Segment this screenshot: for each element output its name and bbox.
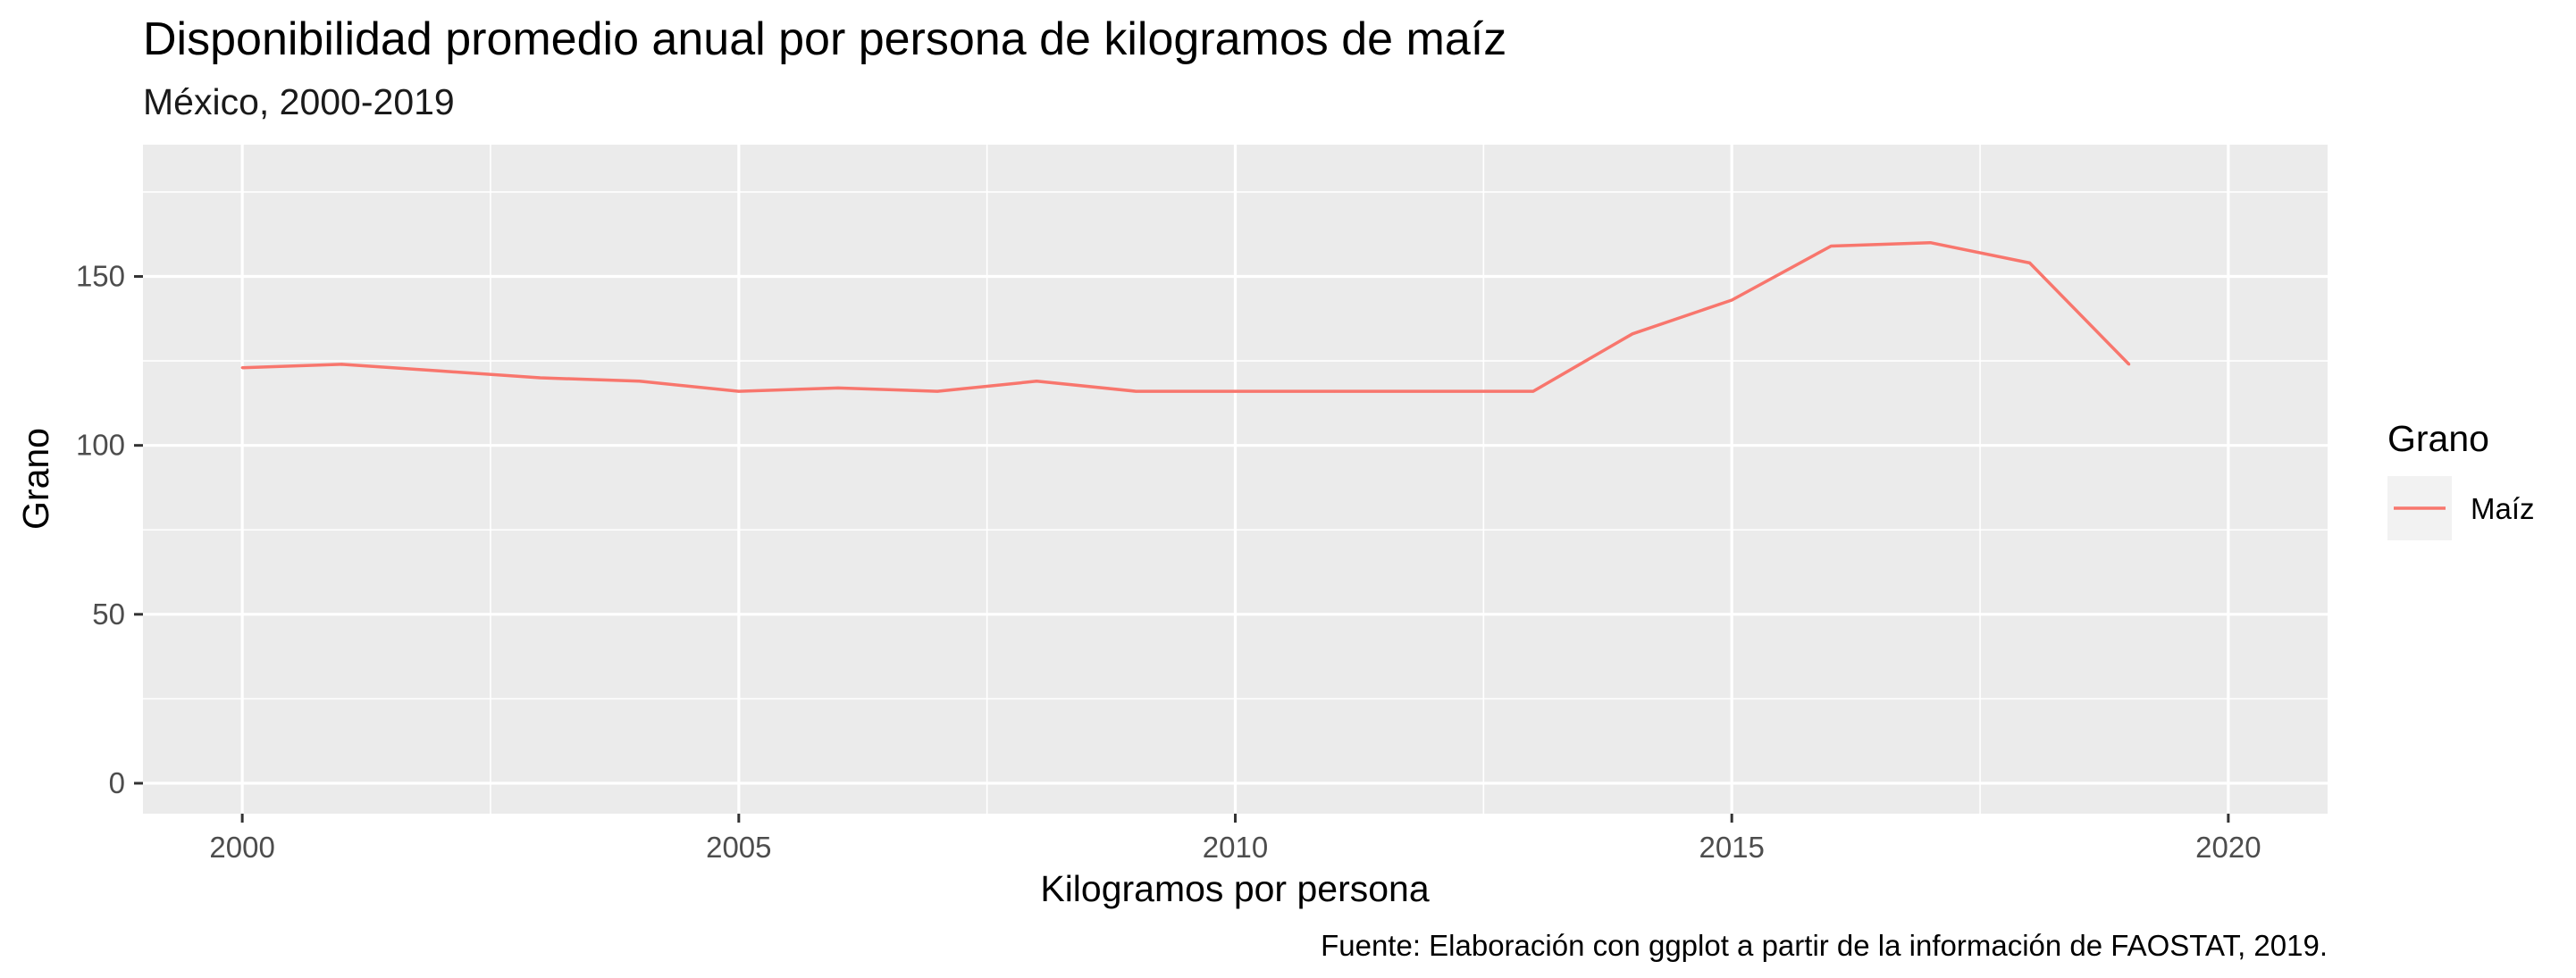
series-layer bbox=[240, 240, 2131, 393]
data-point bbox=[1829, 244, 1833, 247]
data-point bbox=[936, 389, 939, 393]
legend-title: Grano bbox=[2387, 418, 2489, 459]
x-tick-label: 2010 bbox=[1203, 831, 1268, 864]
legend: Grano Maíz bbox=[2387, 418, 2535, 540]
x-axis: 2000 2005 2010 2015 2020 bbox=[209, 814, 2261, 864]
data-point bbox=[1333, 389, 1337, 393]
data-point bbox=[1134, 389, 1137, 393]
x-tick-label: 2015 bbox=[1699, 831, 1764, 864]
series-line-maiz bbox=[242, 240, 2130, 393]
data-point bbox=[2127, 363, 2131, 366]
data-point bbox=[1531, 389, 1535, 393]
y-axis: 0 50 100 150 bbox=[76, 260, 143, 799]
data-point bbox=[1730, 298, 1733, 302]
data-point bbox=[2028, 261, 2032, 264]
grid-major bbox=[143, 145, 2328, 814]
chart-subtitle: México, 2000-2019 bbox=[143, 81, 455, 122]
y-tick-label: 150 bbox=[76, 260, 125, 293]
y-axis-title: Grano bbox=[15, 428, 56, 530]
data-point bbox=[539, 376, 542, 380]
y-tick-label: 100 bbox=[76, 429, 125, 462]
data-point bbox=[1035, 380, 1038, 383]
data-point bbox=[737, 389, 741, 393]
data-point bbox=[1234, 389, 1237, 393]
data-point bbox=[1432, 389, 1436, 393]
chart-title: Disponibilidad promedio anual por person… bbox=[143, 13, 1506, 65]
x-axis-title: Kilogramos por persona bbox=[1040, 868, 1429, 909]
data-point bbox=[836, 386, 840, 389]
data-point bbox=[638, 380, 642, 383]
y-tick-label: 0 bbox=[109, 766, 125, 799]
chart-caption: Fuente: Elaboración con ggplot a partir … bbox=[1321, 929, 2328, 962]
data-point bbox=[439, 369, 442, 372]
x-tick-label: 2000 bbox=[209, 831, 274, 864]
data-point bbox=[240, 366, 244, 370]
y-tick-label: 50 bbox=[92, 598, 125, 631]
x-tick-label: 2005 bbox=[706, 831, 771, 864]
data-point bbox=[340, 363, 343, 366]
data-point bbox=[1631, 332, 1634, 336]
data-point bbox=[1928, 241, 1932, 245]
legend-label: Maíz bbox=[2471, 492, 2535, 525]
x-tick-label: 2020 bbox=[2195, 831, 2261, 864]
